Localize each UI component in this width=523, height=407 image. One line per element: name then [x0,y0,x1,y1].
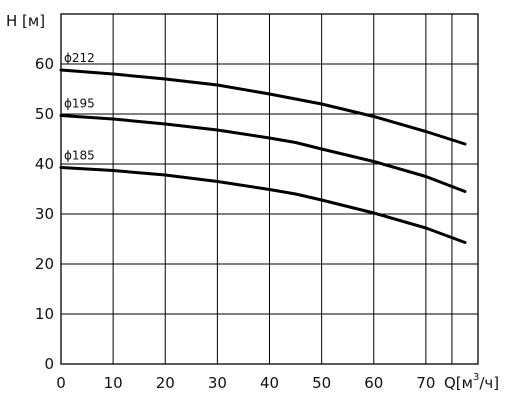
x-axis-label-prefix: Q[м [444,374,473,392]
x-tick-label: 70 [416,374,435,392]
y-tick-label: 30 [35,205,54,223]
y-tick-label: 10 [35,305,54,323]
grid-lines [60,13,479,365]
x-tick-label: 0 [56,374,66,392]
series-curve [59,114,467,193]
y-tick-label: 0 [44,355,54,373]
x-tick-label: 20 [156,374,175,392]
y-tick-label: 60 [35,55,54,73]
x-tick-label: 40 [260,374,279,392]
series-curves [59,68,467,244]
series-curve [59,166,467,244]
x-axis-label-sup: 3 [473,372,479,383]
series-curve [59,68,467,146]
plot-frame [60,13,479,365]
y-tick-label: 20 [35,255,54,273]
x-tick-label: 10 [104,374,123,392]
x-tick-label: 30 [208,374,227,392]
series-label: ϕ185 [64,149,95,163]
series-label: ϕ195 [64,97,95,111]
series-label: ϕ212 [64,51,95,65]
x-tick-label: 60 [364,374,383,392]
y-tick-label: 40 [35,155,54,173]
y-tick-label: 50 [35,105,54,123]
x-tick-label: 50 [312,374,331,392]
x-axis-label-suffix: /ч] [479,374,499,392]
y-axis-label: H [м] [6,12,45,30]
x-axis-label: Q[м3/ч] [444,372,499,392]
labels: 0 10 20 30 40 50 60 70 0 10 20 30 40 50 60 ϕ212 ϕ195 ϕ185 [35,51,436,392]
